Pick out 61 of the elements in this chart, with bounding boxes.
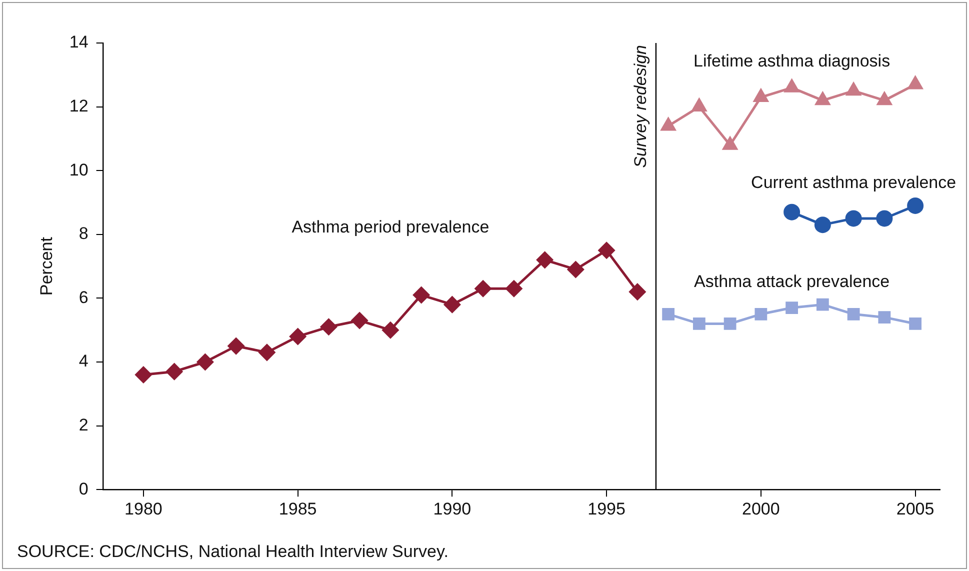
- point: [536, 252, 554, 268]
- point: [629, 284, 646, 300]
- y-tick-label: 6: [78, 288, 88, 307]
- point: [692, 318, 706, 330]
- point: [290, 328, 306, 345]
- point: [722, 136, 738, 150]
- point: [846, 82, 861, 96]
- ref-line-label: Survey redesign: [631, 45, 650, 168]
- x-tick-label: 2005: [896, 499, 934, 518]
- point: [878, 311, 891, 324]
- x-tick-label: 2000: [742, 499, 780, 518]
- y-axis-title: Percent: [36, 236, 56, 296]
- x-tick-label: 1995: [588, 499, 626, 518]
- point: [847, 308, 860, 320]
- point: [754, 88, 768, 102]
- y-tick-label: 4: [78, 352, 88, 371]
- point: [166, 363, 183, 380]
- point: [351, 312, 368, 329]
- series-label: Current asthma prevalence: [751, 172, 956, 192]
- point: [662, 308, 675, 320]
- series-label: Lifetime asthma diagnosis: [694, 52, 890, 71]
- point: [814, 216, 831, 234]
- point: [784, 204, 800, 220]
- point: [909, 318, 922, 330]
- point: [258, 344, 276, 361]
- point: [196, 354, 214, 370]
- point: [876, 210, 893, 227]
- x-tick-label: 1985: [278, 499, 317, 518]
- point: [598, 242, 615, 259]
- x-tick-label: 1990: [433, 499, 472, 518]
- point: [877, 92, 892, 106]
- point: [908, 76, 923, 90]
- y-tick-label: 10: [69, 160, 88, 180]
- point: [413, 286, 430, 304]
- point: [786, 302, 798, 314]
- y-tick-label: 8: [78, 224, 88, 244]
- y-tick-label: 12: [69, 96, 88, 116]
- point: [444, 296, 460, 313]
- point: [816, 298, 829, 311]
- text: Asthma period prevalence: [292, 218, 490, 237]
- point: [567, 261, 584, 278]
- point: [506, 280, 522, 297]
- y-tick-label: 2: [78, 415, 88, 434]
- source-note: SOURCE: CDC/NCHS, National Health Interview Survey.: [17, 542, 448, 562]
- point: [660, 118, 676, 131]
- point: [815, 92, 830, 106]
- y-tick-label: 0: [78, 479, 88, 498]
- point: [754, 308, 768, 320]
- y-tick-label: 14: [69, 32, 88, 52]
- point: [474, 280, 492, 297]
- point: [784, 79, 800, 92]
- point: [135, 366, 152, 384]
- point: [320, 318, 337, 336]
- x-tick-label: 1980: [124, 499, 162, 518]
- point: [692, 98, 706, 112]
- point: [907, 197, 924, 214]
- series-label: Asthma attack prevalence: [694, 272, 890, 291]
- point: [228, 338, 244, 354]
- point: [724, 318, 736, 330]
- point: [382, 322, 399, 338]
- point: [845, 210, 862, 227]
